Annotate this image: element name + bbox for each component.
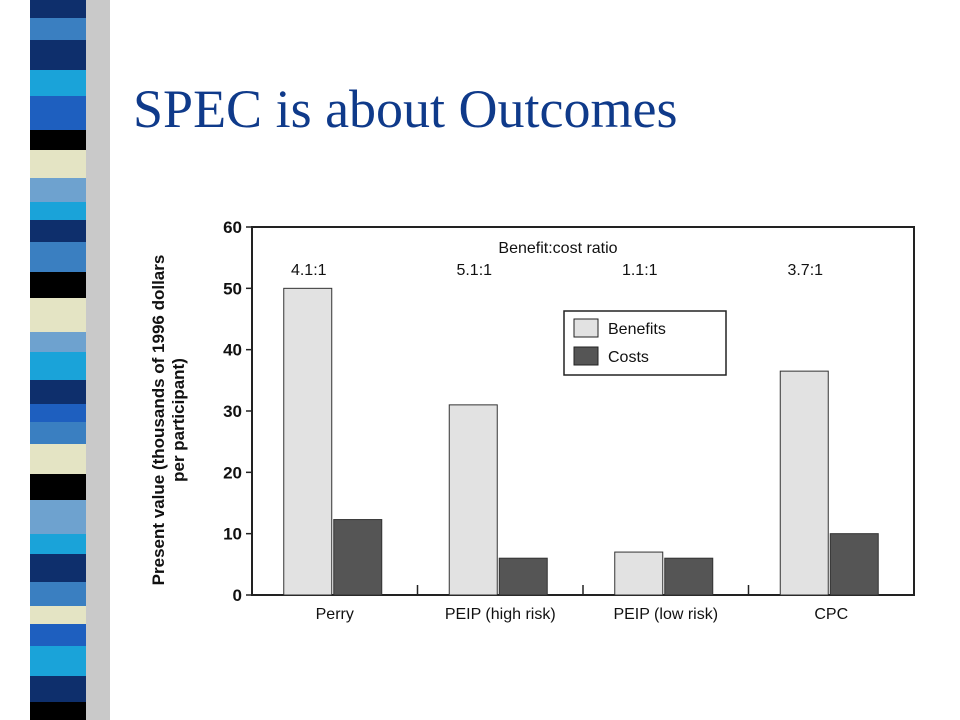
slide-title: SPEC is about Outcomes (133, 79, 678, 139)
sidebar-stripe (30, 272, 86, 298)
legend: Benefits Costs (563, 310, 727, 376)
y-tick-label: 20 (223, 463, 242, 482)
x-axis-ticks (416, 585, 750, 595)
y-tick-label: 30 (223, 402, 242, 421)
y-axis-label-line2: per participant) (169, 358, 188, 482)
sidebar-stripe (30, 178, 86, 202)
sidebar-stripes (30, 0, 86, 720)
ratio-heading: Benefit:cost ratio (498, 240, 617, 257)
sidebar-stripe (30, 676, 86, 702)
y-tick-label: 60 (223, 218, 242, 237)
sidebar-stripe (30, 18, 86, 40)
y-axis-ticks: 0 10 20 30 40 50 60 (223, 218, 252, 605)
sidebar-stripe (30, 500, 86, 534)
sidebar-stripe (30, 220, 86, 242)
legend-label-costs: Costs (608, 349, 649, 366)
sidebar-stripe (30, 202, 86, 220)
bar-benefits-4 (779, 370, 829, 596)
ratio-label: 5.1:1 (456, 262, 492, 279)
sidebar-stripe (30, 582, 86, 606)
sidebar-stripe (30, 332, 86, 352)
category-labels: Perry PEIP (high risk) PEIP (low risk) CPC (316, 606, 849, 623)
y-axis-label-line1: Present value (thousands of 1996 dollars (149, 255, 168, 586)
sidebar-stripe (30, 606, 86, 624)
y-tick-label: 40 (223, 341, 242, 360)
bar-costs-4 (829, 533, 879, 596)
y-tick-label: 50 (223, 279, 242, 298)
sidebar-stripe (30, 646, 86, 676)
category-label: Perry (316, 606, 354, 623)
bar-benefits-3 (614, 551, 664, 596)
sidebar-stripe (30, 96, 86, 130)
sidebar-stripe (30, 380, 86, 404)
sidebar-stripe (30, 150, 86, 178)
sidebar-stripe (30, 298, 86, 332)
y-tick-label: 0 (233, 586, 242, 605)
ratio-label: 4.1:1 (291, 262, 327, 279)
y-tick-label: 10 (223, 525, 242, 544)
category-label: CPC (814, 606, 848, 623)
legend-swatch-costs (573, 346, 599, 366)
sidebar-stripe (30, 702, 86, 720)
sidebar-stripe (30, 422, 86, 444)
ratio-labels: 4.1:1 5.1:1 1.1:1 3.7:1 (291, 262, 823, 279)
bar-costs-2 (498, 557, 548, 596)
ratio-label: 1.1:1 (622, 262, 658, 279)
sidebar-stripe (30, 0, 86, 18)
sidebar-shadow (86, 0, 110, 720)
sidebar-stripe (30, 130, 86, 150)
sidebar-stripe (30, 534, 86, 554)
legend-label-benefits: Benefits (608, 321, 666, 338)
ratio-label: 3.7:1 (787, 262, 823, 279)
sidebar-stripe (30, 404, 86, 422)
sidebar-stripe (30, 70, 86, 96)
sidebar-stripe (30, 40, 86, 70)
sidebar-stripe (30, 444, 86, 474)
category-label: PEIP (high risk) (445, 606, 556, 623)
category-label: PEIP (low risk) (613, 606, 718, 623)
sidebar-stripe (30, 242, 86, 272)
legend-swatch-benefits (573, 318, 599, 338)
bars (283, 287, 879, 596)
bar-costs-3 (664, 557, 714, 596)
sidebar-stripe (30, 352, 86, 380)
sidebar-stripe (30, 624, 86, 646)
bar-benefits-1 (283, 287, 333, 596)
decorative-sidebar-stripes (30, 0, 110, 720)
bar-costs-1 (333, 519, 383, 596)
bar-benefits-2 (448, 404, 498, 596)
sidebar-stripe (30, 474, 86, 500)
sidebar-stripe (30, 554, 86, 582)
y-axis-label: Present value (thousands of 1996 dollars… (149, 255, 188, 586)
bar-chart: Present value (thousands of 1996 dollars… (149, 218, 915, 623)
